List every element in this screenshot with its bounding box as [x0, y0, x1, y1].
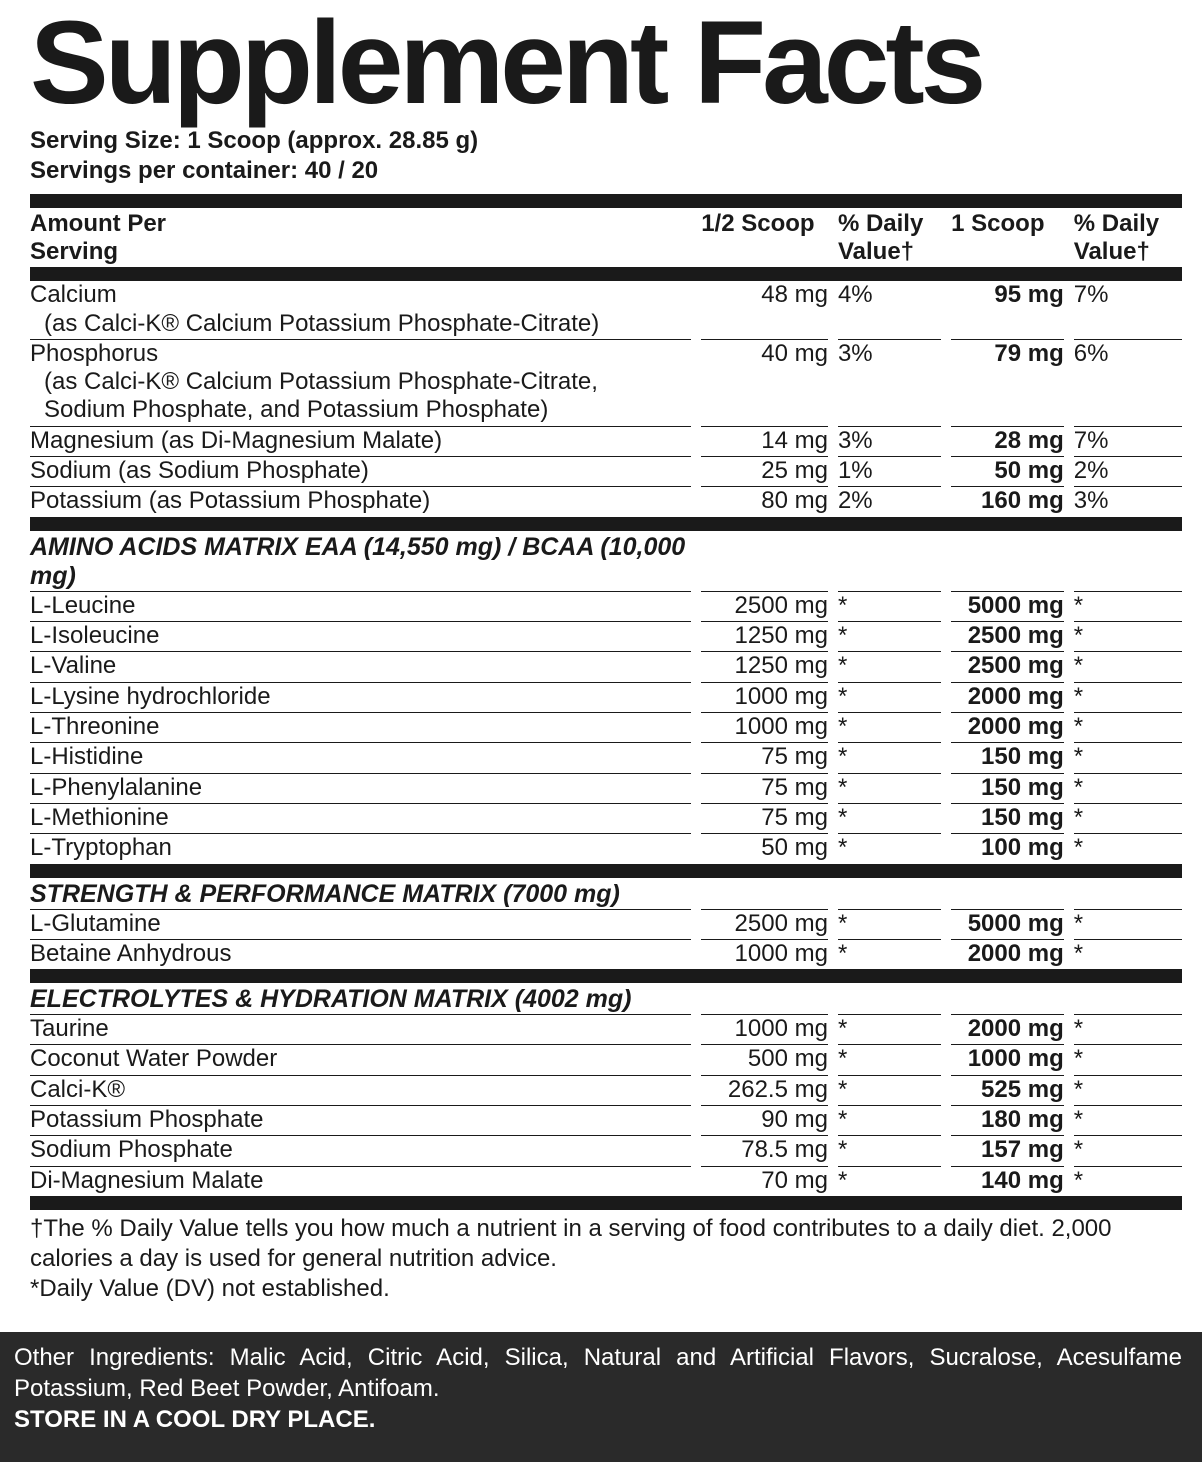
table-row: L-Phenylalanine75 mg*150 mg* [30, 773, 1182, 803]
table-header: Amount Per Serving1/2 Scoop% Daily Value… [30, 201, 1182, 274]
table-row: Phosphorus(as Calci-K® Calcium Potassium… [30, 339, 1182, 426]
table-row: Calcium(as Calci-K® Calcium Potassium Ph… [30, 274, 1182, 339]
footnote-dagger: †The % Daily Value tells you how much a … [30, 1214, 1182, 1274]
serving-size: Serving Size: 1 Scoop (approx. 28.85 g) [30, 126, 1182, 156]
nutrient-name: Calcium(as Calci-K® Calcium Potassium Ph… [30, 274, 696, 339]
table-row: Coconut Water Powder500 mg*1000 mg* [30, 1045, 1182, 1075]
table-row: Sodium (as Sodium Phosphate)25 mg1%50 mg… [30, 457, 1182, 487]
footer-block: Other Ingredients: Malic Acid, Citric Ac… [0, 1332, 1202, 1462]
facts-table: Amount Per Serving1/2 Scoop% Daily Value… [30, 194, 1182, 1210]
section-header: ELECTROLYTES & HYDRATION MATRIX (4002 mg… [30, 976, 1182, 1015]
nutrient-name: Phosphorus(as Calci-K® Calcium Potassium… [30, 339, 696, 426]
nutrient-name: Magnesium (as Di-Magnesium Malate) [30, 426, 696, 456]
section-title: AMINO ACIDS MATRIX EAA (14,550 mg) / BCA… [30, 524, 696, 592]
serving-block: Serving Size: 1 Scoop (approx. 28.85 g) … [30, 126, 1182, 186]
storage-instruction: STORE IN A COOL DRY PLACE. [14, 1404, 1182, 1435]
table-row: L-Threonine1000 mg*2000 mg* [30, 712, 1182, 742]
section-header: STRENGTH & PERFORMANCE MATRIX (7000 mg) [30, 871, 1182, 910]
table-row: Calci-K®262.5 mg*525 mg* [30, 1075, 1182, 1105]
section-header: AMINO ACIDS MATRIX EAA (14,550 mg) / BCA… [30, 524, 1182, 592]
table-row: L-Tryptophan50 mg*100 mg* [30, 834, 1182, 871]
table-end-rule [30, 1203, 1182, 1210]
table-row: L-Leucine2500 mg*5000 mg* [30, 591, 1182, 621]
table-row: Magnesium (as Di-Magnesium Malate)14 mg3… [30, 426, 1182, 456]
table-row: L-Isoleucine1250 mg*2500 mg* [30, 622, 1182, 652]
section-title: STRENGTH & PERFORMANCE MATRIX (7000 mg) [30, 871, 696, 910]
servings-per-container: Servings per container: 40 / 20 [30, 156, 1182, 186]
table-row: Potassium (as Potassium Phosphate)80 mg2… [30, 487, 1182, 524]
footnote-asterisk: *Daily Value (DV) not established. [30, 1274, 1182, 1304]
nutrient-name: Potassium (as Potassium Phosphate) [30, 487, 696, 524]
table-row: Sodium Phosphate78.5 mg*157 mg* [30, 1136, 1182, 1166]
other-ingredients: Other Ingredients: Malic Acid, Citric Ac… [14, 1342, 1182, 1404]
table-row: L-Lysine hydrochloride1000 mg*2000 mg* [30, 682, 1182, 712]
facts-panel: Supplement Facts Serving Size: 1 Scoop (… [0, 0, 1202, 1332]
table-row: Potassium Phosphate90 mg*180 mg* [30, 1106, 1182, 1136]
section-title: ELECTROLYTES & HYDRATION MATRIX (4002 mg… [30, 976, 696, 1015]
table-row: Betaine Anhydrous1000 mg*2000 mg* [30, 939, 1182, 976]
table-row: L-Valine1250 mg*2500 mg* [30, 652, 1182, 682]
table-row: L-Histidine75 mg*150 mg* [30, 743, 1182, 773]
table-row: Taurine1000 mg*2000 mg* [30, 1015, 1182, 1045]
footnotes: †The % Daily Value tells you how much a … [30, 1210, 1182, 1322]
table-row: Di-Magnesium Malate70 mg*140 mg* [30, 1166, 1182, 1203]
table-row: L-Glutamine2500 mg*5000 mg* [30, 909, 1182, 939]
panel-title: Supplement Facts [30, 0, 1182, 122]
table-row: L-Methionine75 mg*150 mg* [30, 803, 1182, 833]
nutrient-name: Sodium (as Sodium Phosphate) [30, 457, 696, 487]
